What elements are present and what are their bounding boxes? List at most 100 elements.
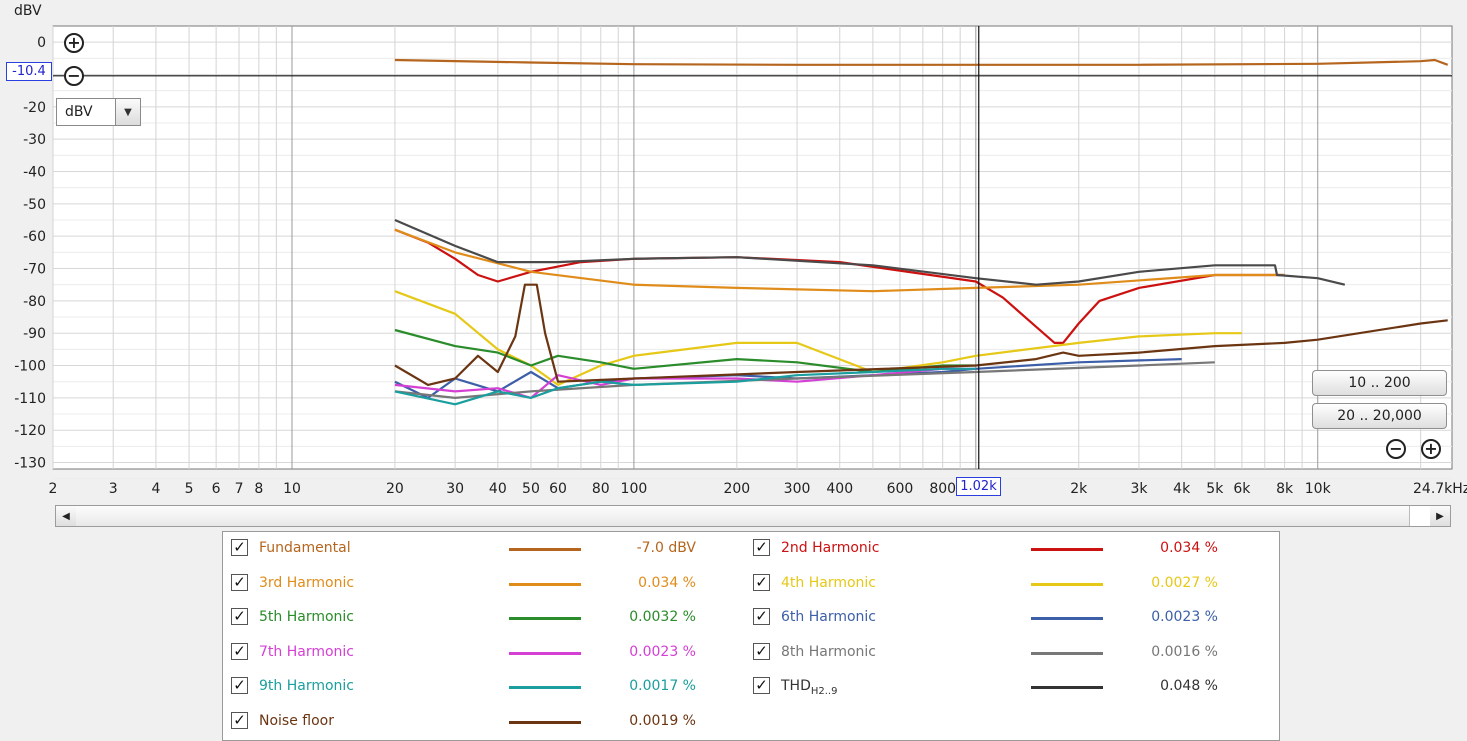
- legend-checkbox[interactable]: ✓: [753, 677, 770, 695]
- cursor-x-readout[interactable]: 1.02k: [956, 477, 1001, 496]
- x-tick-label: 300: [784, 481, 811, 497]
- zoom-in-icon[interactable]: +: [64, 33, 84, 53]
- cursor-y-readout[interactable]: -10.4: [6, 62, 52, 81]
- legend-value: 0.048 %: [1160, 678, 1218, 695]
- x-zoom-in-icon[interactable]: +: [1421, 439, 1441, 459]
- legend-panel: ✓ Fundamental -7.0 dBV ✓ 2nd Harmonic 0.034 %…: [222, 531, 1280, 741]
- unit-select[interactable]: dBV ▼: [56, 98, 141, 126]
- legend-swatch: [1031, 686, 1103, 690]
- legend-item: ✓ 2nd Harmonic 0.034 %: [753, 538, 1273, 560]
- legend-checkbox[interactable]: ✓: [753, 642, 770, 660]
- legend-value: -7.0 dBV: [636, 540, 696, 556]
- legend-value: 0.034 %: [638, 574, 696, 591]
- zoom-out-icon[interactable]: −: [64, 66, 84, 86]
- series-line-thd-h2-9: [394, 218, 1346, 286]
- x-tick-label: 10k: [1305, 481, 1332, 497]
- legend-item: ✓ 9th Harmonic 0.0017 %: [231, 676, 751, 698]
- y-tick-label: -120: [14, 423, 46, 439]
- x-tick-label: 4: [151, 481, 160, 497]
- horizontal-scrollbar[interactable]: ◀ ▶: [55, 505, 1451, 527]
- x-tick-label: 40: [489, 481, 507, 497]
- legend-value: 0.0019 %: [629, 713, 696, 729]
- scroll-right-icon[interactable]: ▶: [1430, 506, 1450, 526]
- series-line-noise-floor: [394, 283, 1448, 386]
- legend-checkbox[interactable]: ✓: [231, 712, 248, 729]
- x-end-label: 24.7kHz: [1413, 481, 1467, 497]
- x-tick-label: 6k: [1233, 481, 1251, 497]
- legend-item: ✓ Noise floor 0.0019 %: [231, 711, 751, 733]
- legend-label: 3rd Harmonic: [259, 574, 355, 591]
- x-tick-label: 30: [446, 481, 464, 497]
- legend-swatch: [509, 582, 581, 586]
- legend-checkbox[interactable]: ✓: [231, 539, 248, 556]
- legend-checkbox[interactable]: ✓: [231, 677, 248, 695]
- unit-select-value: dBV: [65, 104, 93, 120]
- legend-label: 7th Harmonic: [259, 643, 354, 660]
- chart[interactable]: dBV 0 -20 -30 -40 -50 -60 -70 -80 -90 -100 -110 -12…: [0, 0, 1467, 505]
- x-tick-label: 600: [887, 481, 914, 497]
- x-tick-label: 5: [185, 481, 194, 497]
- legend-swatch: [1031, 617, 1103, 621]
- chevron-down-icon[interactable]: ▼: [115, 99, 140, 125]
- legend-checkbox[interactable]: ✓: [231, 608, 248, 626]
- legend-swatch: [509, 617, 581, 621]
- grid: [52, 26, 1452, 480]
- legend-value: 0.0027 %: [1151, 574, 1218, 591]
- y-tick-label: -30: [23, 132, 46, 148]
- x-tick-label: 6: [212, 481, 221, 497]
- legend-value: 0.0023 %: [1151, 609, 1218, 626]
- legend-swatch: [1031, 651, 1103, 655]
- legend-swatch: [509, 721, 581, 724]
- legend-item: ✓ 3rd Harmonic 0.034 %: [231, 573, 751, 595]
- y-tick-label: -60: [23, 229, 46, 245]
- scroll-thumb[interactable]: [76, 506, 1410, 526]
- y-tick-label: -50: [23, 197, 46, 213]
- legend-item: ✓ 5th Harmonic 0.0032 %: [231, 607, 751, 629]
- scroll-left-icon[interactable]: ◀: [56, 506, 76, 526]
- range-20-20000-button[interactable]: 20 .. 20,000: [1312, 403, 1447, 429]
- x-tick-label: 5k: [1206, 481, 1224, 497]
- range-10-200-button[interactable]: 10 .. 200: [1312, 370, 1447, 396]
- legend-value: 0.0017 %: [629, 678, 696, 695]
- x-tick-label: 400: [826, 481, 853, 497]
- legend-swatch: [1031, 548, 1103, 551]
- y-tick-label: -40: [23, 165, 46, 181]
- series-line-fundamental: [394, 58, 1449, 66]
- x-tick-label: 100: [621, 481, 648, 497]
- legend-checkbox[interactable]: ✓: [231, 642, 248, 660]
- x-tick-label: 10: [283, 481, 301, 497]
- y-unit-label: dBV: [14, 3, 42, 19]
- x-tick-label: 3k: [1130, 481, 1148, 497]
- legend-swatch: [1031, 582, 1103, 586]
- legend-item: ✓ THDH2..9 0.048 %: [753, 676, 1273, 698]
- legend-checkbox[interactable]: ✓: [753, 573, 770, 591]
- x-tick-label: 3: [109, 481, 118, 497]
- plot-area[interactable]: [52, 25, 1453, 470]
- x-tick-label: 800: [929, 481, 956, 497]
- series-line-3rd-harmonic: [394, 228, 1285, 293]
- legend-item: ✓ Fundamental -7.0 dBV: [231, 538, 751, 560]
- legend-checkbox[interactable]: ✓: [753, 608, 770, 626]
- x-tick-label: 7: [235, 481, 244, 497]
- series-line-2nd-harmonic: [394, 228, 1285, 344]
- legend-label: 4th Harmonic: [781, 574, 876, 591]
- y-tick-label: -110: [14, 391, 46, 407]
- legend-label: 8th Harmonic: [781, 643, 876, 660]
- cursor-lines[interactable]: [53, 26, 1452, 469]
- legend-swatch: [509, 686, 581, 690]
- y-tick-label: -100: [14, 359, 46, 375]
- legend-value: 0.0032 %: [629, 609, 696, 626]
- y-tick-label: -80: [23, 294, 46, 310]
- x-tick-label: 80: [592, 481, 610, 497]
- x-zoom-out-icon[interactable]: −: [1386, 439, 1406, 459]
- legend-checkbox[interactable]: ✓: [753, 539, 770, 556]
- x-tick-label: 8: [254, 481, 263, 497]
- legend-label: 5th Harmonic: [259, 609, 354, 626]
- legend-checkbox[interactable]: ✓: [231, 573, 248, 591]
- x-axis-ticks: 2 3 4 5 6 7 8 10 20 30 40 50 60 80 100 200 300 400 600 800 2…: [49, 481, 1332, 497]
- series-group: [394, 58, 1449, 406]
- legend-label: Noise floor: [259, 713, 334, 729]
- legend-item: ✓ 4th Harmonic 0.0027 %: [753, 573, 1273, 595]
- legend-label: 6th Harmonic: [781, 609, 876, 626]
- legend-item: ✓ 8th Harmonic 0.0016 %: [753, 642, 1273, 664]
